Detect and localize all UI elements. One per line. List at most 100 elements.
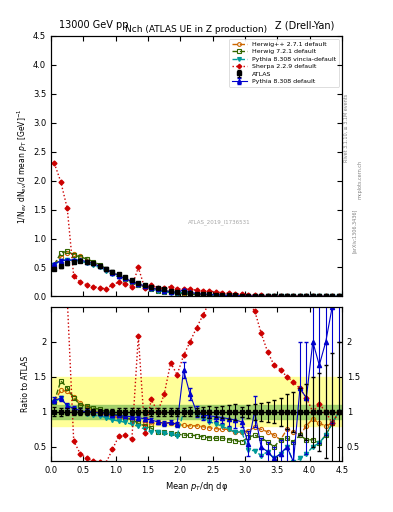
Sherpa 2.2.9 default: [233, 291, 238, 297]
Pythia 8.308 vincia-default: [136, 282, 141, 288]
Sherpa 2.2.9 default: [123, 281, 128, 287]
Sherpa 2.2.9 default: [104, 286, 108, 292]
Pythia 8.308 vincia-default: [162, 289, 167, 295]
Legend: Herwig++ 2.7.1 default, Herwig 7.2.1 default, Pythia 8.308 vincia-default, Sherp: Herwig++ 2.7.1 default, Herwig 7.2.1 def…: [229, 39, 339, 87]
Sherpa 2.2.9 default: [72, 273, 76, 279]
Sherpa 2.2.9 default: [110, 282, 115, 288]
Herwig 7.2.1 default: [226, 293, 231, 299]
Herwig++ 2.7.1 default: [136, 281, 141, 287]
Herwig++ 2.7.1 default: [84, 257, 89, 263]
Herwig++ 2.7.1 default: [310, 293, 315, 300]
Herwig 7.2.1 default: [246, 293, 251, 299]
Pythia 8.308 vincia-default: [130, 280, 134, 286]
Herwig 7.2.1 default: [336, 293, 341, 300]
Text: mcplots.cern.ch: mcplots.cern.ch: [358, 160, 363, 199]
Herwig++ 2.7.1 default: [220, 292, 225, 298]
Herwig++ 2.7.1 default: [117, 273, 121, 279]
Pythia 8.308 vincia-default: [330, 293, 334, 300]
Herwig 7.2.1 default: [298, 293, 302, 300]
Sherpa 2.2.9 default: [304, 293, 309, 300]
Pythia 8.308 vincia-default: [259, 293, 263, 300]
Sherpa 2.2.9 default: [162, 285, 167, 291]
Sherpa 2.2.9 default: [78, 279, 83, 285]
Herwig++ 2.7.1 default: [213, 292, 218, 298]
Sherpa 2.2.9 default: [117, 279, 121, 285]
Line: Sherpa 2.2.9 default: Sherpa 2.2.9 default: [53, 161, 340, 298]
Pythia 8.308 vincia-default: [246, 293, 251, 299]
Sherpa 2.2.9 default: [136, 264, 141, 270]
Text: [arXiv:1306.3436]: [arXiv:1306.3436]: [352, 208, 357, 252]
Herwig 7.2.1 default: [130, 279, 134, 285]
Sherpa 2.2.9 default: [142, 285, 147, 291]
Herwig 7.2.1 default: [310, 293, 315, 300]
Pythia 8.308 vincia-default: [220, 292, 225, 298]
Herwig 7.2.1 default: [123, 276, 128, 282]
Title: Nch (ATLAS UE in Z production): Nch (ATLAS UE in Z production): [125, 25, 268, 34]
Pythia 8.308 vincia-default: [168, 289, 173, 295]
Herwig++ 2.7.1 default: [142, 284, 147, 290]
Sherpa 2.2.9 default: [52, 160, 57, 166]
Pythia 8.308 vincia-default: [278, 293, 283, 300]
Sherpa 2.2.9 default: [194, 287, 199, 293]
Herwig++ 2.7.1 default: [252, 293, 257, 299]
Herwig 7.2.1 default: [136, 282, 141, 288]
Pythia 8.308 vincia-default: [298, 293, 302, 300]
Herwig++ 2.7.1 default: [78, 253, 83, 259]
Pythia 8.308 vincia-default: [78, 258, 83, 264]
Pythia 8.308 vincia-default: [104, 268, 108, 274]
Herwig++ 2.7.1 default: [278, 293, 283, 300]
Herwig 7.2.1 default: [285, 293, 289, 300]
Sherpa 2.2.9 default: [65, 205, 70, 211]
Sherpa 2.2.9 default: [84, 282, 89, 288]
Sherpa 2.2.9 default: [272, 293, 276, 299]
Sherpa 2.2.9 default: [200, 288, 205, 294]
Sherpa 2.2.9 default: [59, 179, 63, 185]
Herwig++ 2.7.1 default: [72, 251, 76, 257]
Herwig++ 2.7.1 default: [59, 254, 63, 260]
Sherpa 2.2.9 default: [252, 292, 257, 298]
Herwig 7.2.1 default: [84, 255, 89, 262]
Herwig++ 2.7.1 default: [52, 262, 57, 268]
Herwig 7.2.1 default: [162, 288, 167, 294]
Y-axis label: Ratio to ATLAS: Ratio to ATLAS: [21, 356, 30, 412]
Herwig 7.2.1 default: [97, 262, 102, 268]
Herwig++ 2.7.1 default: [336, 293, 341, 300]
Herwig 7.2.1 default: [239, 293, 244, 299]
Sherpa 2.2.9 default: [265, 293, 270, 299]
Sherpa 2.2.9 default: [239, 291, 244, 297]
Herwig++ 2.7.1 default: [110, 270, 115, 276]
Herwig 7.2.1 default: [317, 293, 321, 300]
Sherpa 2.2.9 default: [226, 290, 231, 296]
Sherpa 2.2.9 default: [220, 290, 225, 296]
Herwig++ 2.7.1 default: [168, 288, 173, 294]
Herwig++ 2.7.1 default: [149, 285, 154, 291]
Herwig 7.2.1 default: [207, 292, 212, 298]
Line: Herwig++ 2.7.1 default: Herwig++ 2.7.1 default: [52, 251, 341, 298]
Pythia 8.308 vincia-default: [304, 293, 309, 300]
Pythia 8.308 vincia-default: [175, 290, 180, 296]
Herwig 7.2.1 default: [59, 250, 63, 256]
Herwig 7.2.1 default: [91, 259, 95, 265]
Herwig 7.2.1 default: [252, 293, 257, 299]
Herwig 7.2.1 default: [188, 291, 193, 297]
Herwig++ 2.7.1 default: [246, 293, 251, 299]
Herwig++ 2.7.1 default: [97, 263, 102, 269]
Herwig++ 2.7.1 default: [104, 267, 108, 273]
Sherpa 2.2.9 default: [298, 293, 302, 300]
Herwig++ 2.7.1 default: [265, 293, 270, 299]
Herwig 7.2.1 default: [220, 292, 225, 298]
Herwig 7.2.1 default: [65, 248, 70, 254]
Pythia 8.308 vincia-default: [142, 285, 147, 291]
Herwig++ 2.7.1 default: [291, 293, 296, 300]
Pythia 8.308 vincia-default: [181, 289, 186, 295]
Sherpa 2.2.9 default: [323, 293, 328, 300]
Herwig 7.2.1 default: [330, 293, 334, 300]
Herwig++ 2.7.1 default: [188, 291, 193, 297]
Herwig++ 2.7.1 default: [194, 291, 199, 297]
Herwig 7.2.1 default: [291, 293, 296, 300]
Herwig++ 2.7.1 default: [91, 260, 95, 266]
Text: ATLAS_2019_I1736531: ATLAS_2019_I1736531: [188, 220, 250, 225]
Herwig 7.2.1 default: [200, 292, 205, 298]
Herwig++ 2.7.1 default: [155, 286, 160, 292]
Sherpa 2.2.9 default: [130, 284, 134, 290]
